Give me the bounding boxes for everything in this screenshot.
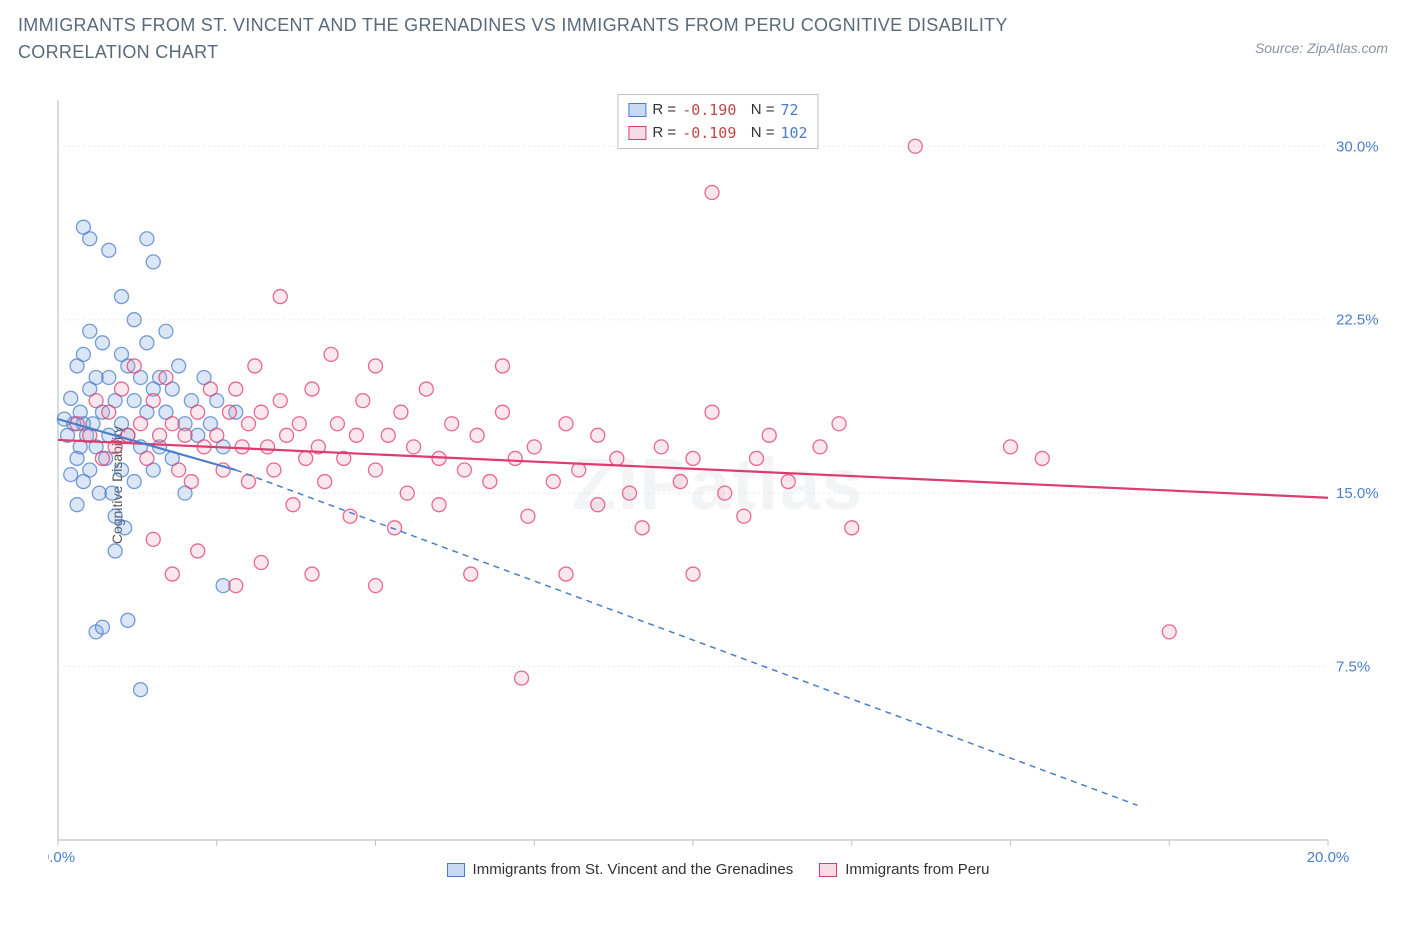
swatch-pink-icon bbox=[628, 126, 646, 140]
legend-n-label: N = bbox=[742, 122, 774, 145]
legend-n-label: N = bbox=[742, 99, 774, 122]
legend-n-value-1: 72 bbox=[780, 99, 798, 122]
svg-text:0.0%: 0.0% bbox=[48, 849, 75, 866]
legend-r-value-2: -0.109 bbox=[682, 122, 736, 145]
legend-r-label: R = bbox=[652, 99, 676, 122]
correlation-legend: R = -0.190 N = 72 R = -0.109 N = 102 bbox=[617, 94, 818, 149]
chart-area: Cognitive Disability ZIPatlas R = -0.190… bbox=[48, 90, 1388, 880]
source-label: Source: ZipAtlas.com bbox=[1255, 12, 1388, 56]
chart-title: IMMIGRANTS FROM ST. VINCENT AND THE GREN… bbox=[18, 12, 1118, 66]
chart-header: IMMIGRANTS FROM ST. VINCENT AND THE GREN… bbox=[0, 0, 1406, 70]
legend-n-value-2: 102 bbox=[780, 122, 807, 145]
legend-r-value-1: -0.190 bbox=[682, 99, 736, 122]
swatch-blue-icon bbox=[628, 103, 646, 117]
svg-text:20.0%: 20.0% bbox=[1307, 849, 1350, 866]
svg-text:7.5%: 7.5% bbox=[1336, 659, 1370, 676]
svg-text:22.5%: 22.5% bbox=[1336, 312, 1379, 329]
legend-row-2: R = -0.109 N = 102 bbox=[628, 122, 807, 145]
svg-text:15.0%: 15.0% bbox=[1336, 485, 1379, 502]
scatter-plot: 7.5% 15.0% 22.5% 30.0% 0.0% 20.0% bbox=[48, 90, 1388, 880]
legend-row-1: R = -0.190 N = 72 bbox=[628, 99, 807, 122]
svg-text:30.0%: 30.0% bbox=[1336, 138, 1379, 155]
legend-r-label: R = bbox=[652, 122, 676, 145]
